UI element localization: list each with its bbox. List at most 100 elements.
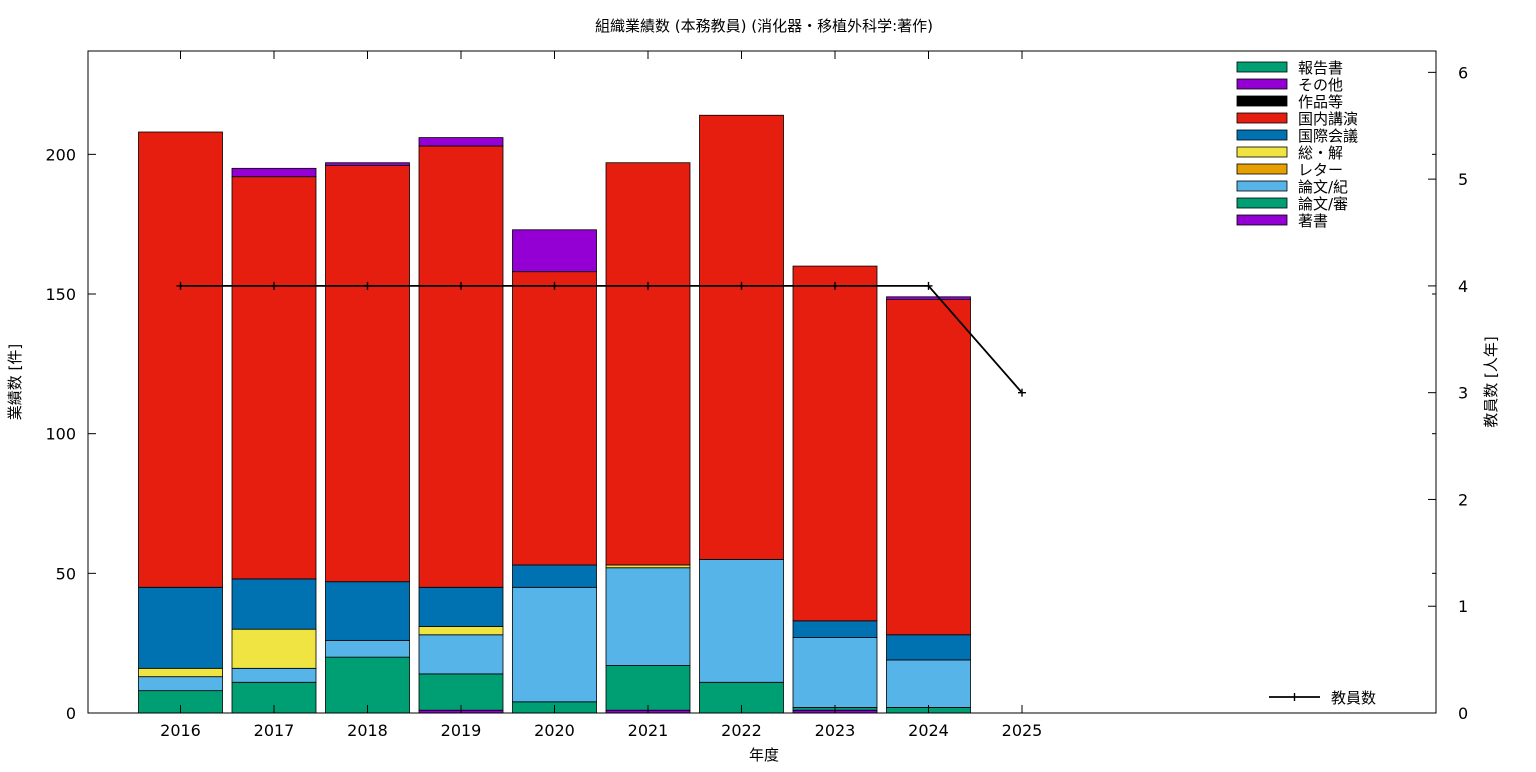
legend-item: 総・解 bbox=[1236, 144, 1343, 162]
legend-label: その他 bbox=[1298, 76, 1343, 94]
bar-segment bbox=[231, 628, 317, 669]
bar-segment bbox=[418, 586, 504, 627]
legend-swatch bbox=[1236, 95, 1288, 107]
bar-segment bbox=[138, 667, 223, 678]
x-tick-label: 2021 bbox=[628, 721, 669, 740]
legend-label: 論文/審 bbox=[1298, 195, 1348, 213]
bar-segment bbox=[418, 137, 504, 147]
bar-segment bbox=[886, 659, 971, 708]
bar-segment bbox=[886, 634, 971, 661]
y-tick-label: 50 bbox=[56, 564, 76, 583]
bar-segment bbox=[418, 145, 504, 588]
legend-item: 報告書 bbox=[1236, 59, 1343, 77]
x-tick-label: 2018 bbox=[347, 721, 388, 740]
bar-segment bbox=[512, 271, 597, 566]
y2-tick-label: 6 bbox=[1458, 63, 1468, 82]
legend-label: 国内講演 bbox=[1298, 110, 1358, 128]
legend-swatch bbox=[1236, 129, 1288, 141]
y2-tick-label: 3 bbox=[1458, 384, 1468, 403]
bar-segment bbox=[512, 229, 597, 273]
line-point bbox=[457, 281, 465, 290]
bar-segment bbox=[325, 639, 410, 658]
y-tick-label: 200 bbox=[45, 145, 76, 164]
x-tick-label: 2022 bbox=[721, 721, 762, 740]
legend-swatch bbox=[1236, 197, 1288, 209]
x-tick-label: 2017 bbox=[254, 721, 295, 740]
line-point bbox=[176, 281, 185, 290]
bar-segment bbox=[605, 567, 691, 666]
legend-label: レター bbox=[1298, 161, 1343, 179]
line-point bbox=[924, 281, 933, 290]
legend-swatch bbox=[1236, 112, 1288, 124]
legend-swatch bbox=[1236, 163, 1288, 175]
legend-label: 報告書 bbox=[1298, 59, 1343, 77]
x-tick-label: 2016 bbox=[160, 721, 201, 740]
x-tick-label: 2023 bbox=[815, 721, 856, 740]
line-point bbox=[737, 281, 746, 290]
legend-label: 作品等 bbox=[1298, 93, 1343, 111]
y-axis-label: 業績数 [件] bbox=[6, 344, 24, 420]
bar-segment bbox=[138, 131, 223, 588]
line-point bbox=[644, 281, 652, 290]
y2-tick-label: 2 bbox=[1458, 490, 1468, 509]
legend-label: 論文/紀 bbox=[1298, 178, 1348, 196]
y2-axis-label: 教員数 [人年] bbox=[1482, 336, 1500, 427]
x-tick-label: 2020 bbox=[534, 721, 575, 740]
chart-title: 組織業績数 (本務教員) (消化器・移植外科学:著作) bbox=[595, 17, 933, 35]
bar-segment bbox=[325, 165, 410, 583]
legend-label: 著書 bbox=[1298, 212, 1328, 230]
line-point bbox=[270, 281, 278, 290]
line-layer bbox=[176, 281, 1026, 397]
legend-swatch bbox=[1236, 180, 1288, 192]
y-tick-label: 100 bbox=[45, 425, 76, 444]
line-point bbox=[831, 281, 839, 290]
legend-item: 論文/紀 bbox=[1236, 178, 1348, 196]
legend-item: 作品等 bbox=[1236, 93, 1343, 111]
axes-layer: 0 50 100 150 200 0 1 2 3 4 5 6 2016 2017 2018 2019 2020 2… bbox=[45, 50, 1468, 740]
legend-swatch bbox=[1236, 146, 1288, 158]
legend-item: 論文/審 bbox=[1236, 195, 1348, 213]
bar-segment bbox=[325, 162, 410, 166]
bar-segment bbox=[325, 656, 410, 714]
bars-layer bbox=[138, 114, 971, 714]
y2-tick-label: 5 bbox=[1458, 170, 1468, 189]
y2-tick-label: 4 bbox=[1458, 277, 1468, 296]
legend-label: 国際会議 bbox=[1298, 127, 1358, 145]
legend-item: その他 bbox=[1236, 76, 1343, 94]
y2-tick-label: 1 bbox=[1458, 597, 1468, 616]
line-series bbox=[180, 285, 1023, 394]
legend-item-line: 教員数 bbox=[1269, 689, 1376, 707]
x-axis-label: 年度 bbox=[749, 746, 779, 764]
bar-segment bbox=[231, 167, 317, 178]
bar-segment bbox=[325, 581, 410, 641]
legend-item: レター bbox=[1236, 161, 1343, 179]
legend-swatch bbox=[1236, 78, 1288, 90]
bar-segment bbox=[605, 564, 691, 569]
plot-frame bbox=[87, 50, 1437, 714]
bar-segment bbox=[512, 586, 597, 703]
line-point bbox=[550, 281, 559, 290]
bar-segment bbox=[231, 667, 317, 683]
x-tick-label: 2024 bbox=[908, 721, 949, 740]
bar-segment bbox=[792, 265, 878, 622]
legend-item: 著書 bbox=[1236, 212, 1328, 230]
bar-segment bbox=[418, 626, 504, 636]
bar-segment bbox=[886, 299, 971, 636]
y2-tick-label: 0 bbox=[1458, 704, 1468, 723]
bar-segment bbox=[792, 637, 878, 708]
legend-item: 国際会議 bbox=[1236, 127, 1358, 145]
x-tick-label: 2025 bbox=[1002, 721, 1043, 740]
bar-segment bbox=[138, 676, 223, 692]
bar-segment bbox=[418, 634, 504, 675]
bar-segment bbox=[699, 558, 784, 683]
bar-segment bbox=[605, 162, 691, 566]
y-tick-label: 0 bbox=[66, 704, 76, 723]
bar-segment bbox=[512, 564, 597, 588]
y-tick-label: 150 bbox=[45, 285, 76, 304]
line-point bbox=[1018, 388, 1026, 397]
bar-segment bbox=[792, 620, 878, 638]
bar-segment bbox=[699, 114, 784, 560]
